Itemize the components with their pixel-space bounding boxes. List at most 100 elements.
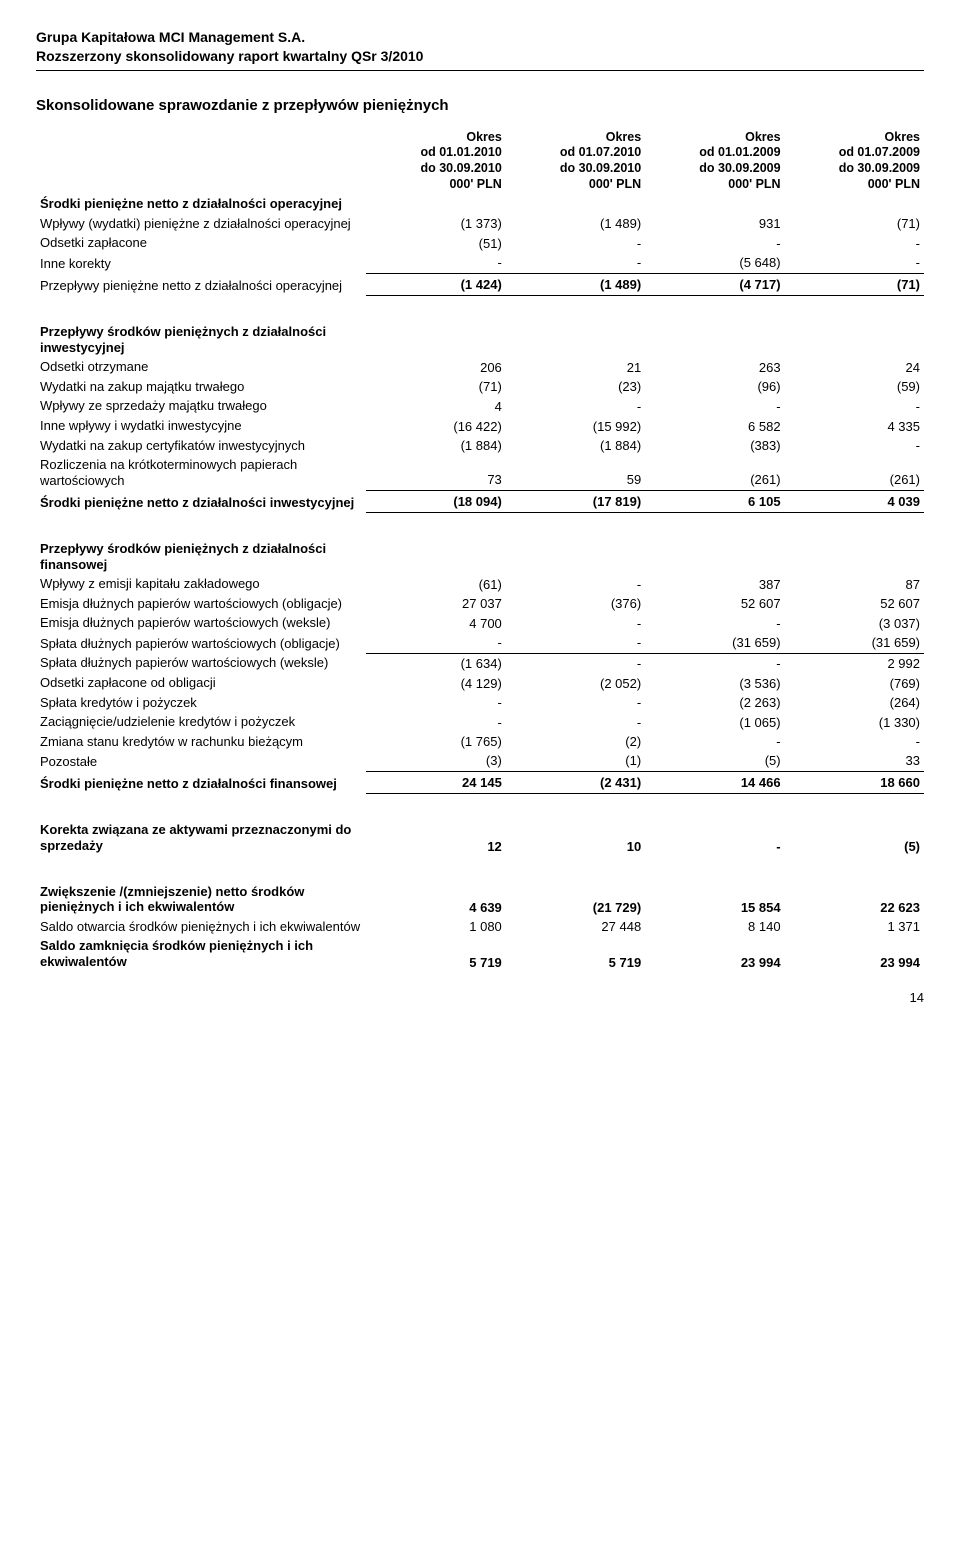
cell-value: 4 039 [785,490,924,512]
data-row: Wpływy z emisji kapitału zakładowego(61)… [36,574,924,594]
cell-value: (1 330) [785,712,924,732]
row-label: Emisja dłużnych papierów wartościowych (… [36,594,366,614]
cell-value: (16 422) [366,416,505,436]
cell-value: 52 607 [785,594,924,614]
cell-value: - [506,693,645,713]
data-row: Zmiana stanu kredytów w rachunku bieżący… [36,732,924,752]
subtotal-row: Przepływy pieniężne netto z działalności… [36,274,924,296]
row-label: Przepływy środków pieniężnych z działaln… [36,539,366,574]
cell-value: (1 424) [366,274,505,296]
row-label: Wpływy ze sprzedaży majątku trwałego [36,396,366,416]
row-label: Środki pieniężne netto z działalności in… [36,490,366,512]
cell-value: - [645,613,784,633]
header-line2: Rozszerzony skonsolidowany raport kwarta… [36,47,924,66]
row-label: Inne korekty [36,253,366,274]
cell-value: 263 [645,357,784,377]
cell-value: 1 080 [366,917,505,937]
row-label: Środki pieniężne netto z działalności fi… [36,772,366,794]
column-header-row: Okres od 01.01.2010 do 30.09.2010 000' P… [36,128,924,195]
cell-value: 52 607 [645,594,784,614]
data-row: Emisja dłużnych papierów wartościowych (… [36,594,924,614]
cell-value: - [366,253,505,274]
cell-value: 1 371 [785,917,924,937]
data-row: Rozliczenia na krótkoterminowych papiera… [36,455,924,490]
row-label: Zaciągnięcie/udzielenie kredytów i pożyc… [36,712,366,732]
row-label: Spłata dłużnych papierów wartościowych (… [36,633,366,654]
cell-value: - [645,653,784,673]
row-label: Odsetki zapłacone [36,233,366,253]
cell-value: 73 [366,455,505,490]
row-label: Saldo zamknięcia środków pieniężnych i i… [36,936,366,971]
summary-row: Saldo zamknięcia środków pieniężnych i i… [36,936,924,971]
cell-value: 2 992 [785,653,924,673]
cell-value: 14 466 [645,772,784,794]
block-heading-row: Środki pieniężne netto z działalności op… [36,194,924,214]
summary-row: Korekta związana ze aktywami przeznaczon… [36,820,924,855]
cell-value: 12 [366,820,505,855]
cell-value: 8 140 [645,917,784,937]
cell-value: (71) [785,274,924,296]
cell-value: 6 582 [645,416,784,436]
cell-value: - [366,633,505,654]
header-line1: Grupa Kapitałowa MCI Management S.A. [36,28,924,47]
cell-value: - [366,693,505,713]
cell-value: (61) [366,574,505,594]
row-label: Zwiększenie /(zmniejszenie) netto środkó… [36,882,366,917]
cell-value: (1 884) [506,436,645,456]
cell-value: 27 037 [366,594,505,614]
cell-value: (5 648) [645,253,784,274]
cell-value: (2 431) [506,772,645,794]
cell-value: (71) [785,214,924,234]
column-header: Okres od 01.01.2010 do 30.09.2010 000' P… [366,128,505,195]
cell-value: (17 819) [506,490,645,512]
subtotal-row: Środki pieniężne netto z działalności in… [36,490,924,512]
row-label: Wydatki na zakup majątku trwałego [36,377,366,397]
column-header: Okres od 01.07.2010 do 30.09.2010 000' P… [506,128,645,195]
cell-value: - [785,253,924,274]
cell-value: (3 536) [645,673,784,693]
cell-value: (4 129) [366,673,505,693]
cell-value: (31 659) [645,633,784,654]
cell-value: 206 [366,357,505,377]
data-row: Odsetki otrzymane2062126324 [36,357,924,377]
row-label: Inne wpływy i wydatki inwestycyjne [36,416,366,436]
cell-value: 4 700 [366,613,505,633]
cell-value: 15 854 [645,882,784,917]
cell-value: 387 [645,574,784,594]
data-row: Zaciągnięcie/udzielenie kredytów i pożyc… [36,712,924,732]
cell-value: - [645,820,784,855]
cell-value: - [506,653,645,673]
cell-value: (21 729) [506,882,645,917]
cell-value: (2 052) [506,673,645,693]
data-row: Wpływy (wydatki) pieniężne z działalnośc… [36,214,924,234]
block-heading-row: Przepływy środków pieniężnych z działaln… [36,539,924,574]
cell-value: (769) [785,673,924,693]
cell-value: (1 489) [506,214,645,234]
cell-value: (51) [366,233,505,253]
document-header: Grupa Kapitałowa MCI Management S.A. Roz… [36,28,924,71]
cell-value: - [506,574,645,594]
cell-value: 24 145 [366,772,505,794]
row-label: Saldo otwarcia środków pieniężnych i ich… [36,917,366,937]
cell-value: - [785,732,924,752]
row-label: Odsetki zapłacone od obligacji [36,673,366,693]
data-row: Wpływy ze sprzedaży majątku trwałego4--- [36,396,924,416]
cell-value: 4 335 [785,416,924,436]
data-row: Spłata kredytów i pożyczek--(2 263)(264) [36,693,924,713]
cell-value: 24 [785,357,924,377]
column-header: Okres od 01.07.2009 do 30.09.2009 000' P… [785,128,924,195]
data-row: Inne korekty--(5 648)- [36,253,924,274]
cell-value: 4 [366,396,505,416]
cell-value: - [645,396,784,416]
summary-row: Saldo otwarcia środków pieniężnych i ich… [36,917,924,937]
cell-value: (31 659) [785,633,924,654]
row-label: Wydatki na zakup certyfikatów inwestycyj… [36,436,366,456]
row-label: Spłata kredytów i pożyczek [36,693,366,713]
cell-value: - [785,396,924,416]
cell-value: (2) [506,732,645,752]
cell-value: 33 [785,751,924,772]
cell-value: 5 719 [506,936,645,971]
row-label: Emisja dłużnych papierów wartościowych (… [36,613,366,633]
cell-value: - [785,233,924,253]
cell-value: (59) [785,377,924,397]
